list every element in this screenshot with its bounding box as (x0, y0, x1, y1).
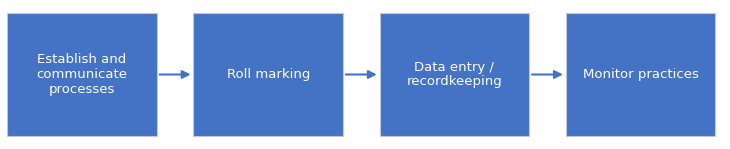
FancyBboxPatch shape (193, 13, 343, 136)
FancyBboxPatch shape (7, 13, 157, 136)
FancyBboxPatch shape (566, 13, 715, 136)
Text: Data entry /
recordkeeping: Data entry / recordkeeping (407, 60, 502, 89)
FancyBboxPatch shape (380, 13, 529, 136)
Text: Establish and
communicate
processes: Establish and communicate processes (36, 53, 128, 96)
Text: Monitor practices: Monitor practices (583, 68, 699, 81)
Text: Roll marking: Roll marking (226, 68, 310, 81)
